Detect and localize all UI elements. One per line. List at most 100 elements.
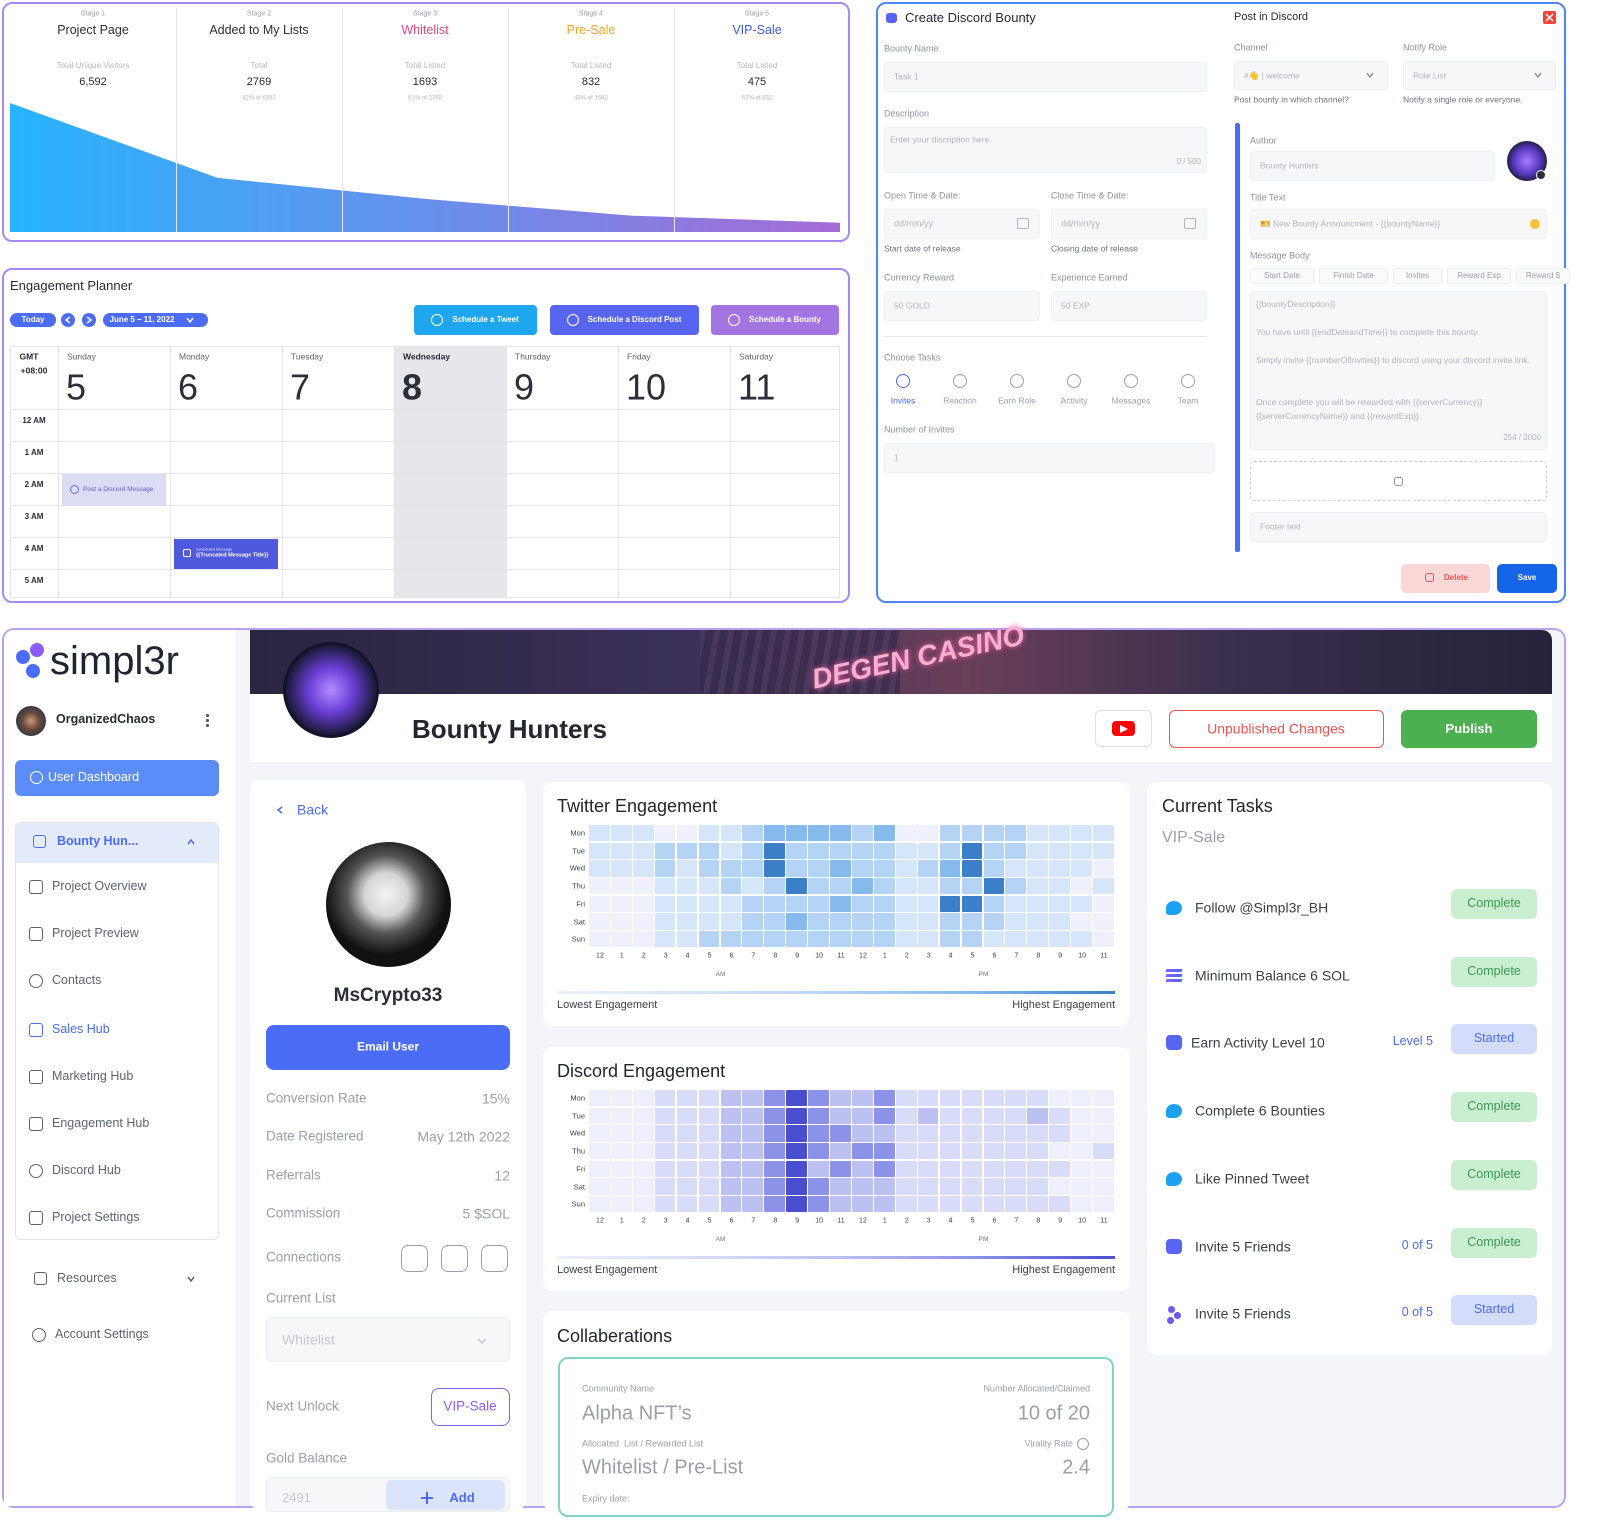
text[interactable]: Complete xyxy=(1467,1166,1521,1181)
heat-cell xyxy=(961,824,983,842)
chip[interactable] xyxy=(1447,268,1511,284)
text[interactable]: Today xyxy=(21,315,45,324)
heat-cell xyxy=(589,1196,610,1213)
menu-item[interactable]: Discord Hub xyxy=(52,1163,121,1178)
input[interactable] xyxy=(1051,291,1207,321)
menu-item[interactable]: Contacts xyxy=(52,973,102,988)
status-button[interactable] xyxy=(1451,1227,1537,1258)
delete-button[interactable] xyxy=(1401,564,1490,593)
text[interactable]: Complete xyxy=(1467,1234,1521,1249)
text[interactable]: Complete xyxy=(1467,1099,1521,1114)
task-option[interactable]: Messages xyxy=(1111,395,1151,406)
status-button[interactable] xyxy=(1451,1024,1537,1055)
text[interactable]: Unpublished Changes xyxy=(1207,720,1345,737)
task-option[interactable]: Invites xyxy=(890,395,916,406)
heat-cell xyxy=(1049,1142,1070,1160)
text[interactable]: Schedule a Discord Post xyxy=(587,315,682,324)
menu-item[interactable]: Sales Hub xyxy=(52,1022,110,1037)
menu-item[interactable]: Project Settings xyxy=(52,1210,140,1225)
chip[interactable] xyxy=(1516,268,1570,284)
task-option[interactable]: Activity xyxy=(1060,395,1088,406)
today-button[interactable] xyxy=(10,313,56,327)
dashboard-button[interactable] xyxy=(15,760,219,796)
input[interactable] xyxy=(884,291,1040,321)
input[interactable] xyxy=(884,62,1207,92)
date-range[interactable] xyxy=(103,313,208,327)
text[interactable]: Start Date xyxy=(1263,271,1301,280)
event[interactable] xyxy=(174,539,278,569)
heat-cell xyxy=(720,1107,742,1124)
status-button[interactable] xyxy=(1451,956,1537,987)
heat-cell xyxy=(1049,895,1070,912)
publish-button[interactable] xyxy=(1401,710,1537,748)
input[interactable] xyxy=(1250,209,1547,239)
chevron-line xyxy=(276,806,283,814)
text[interactable]: Started xyxy=(1473,1302,1515,1317)
status-button[interactable] xyxy=(1451,1092,1537,1123)
text[interactable]: Complete xyxy=(1467,963,1521,978)
text[interactable]: Reward Exp xyxy=(1457,271,1501,280)
project-header[interactable] xyxy=(16,823,218,863)
heat-cell xyxy=(786,877,807,895)
input[interactable] xyxy=(884,209,1040,239)
textarea[interactable] xyxy=(884,127,1207,173)
text[interactable]: Account Settings xyxy=(55,1327,149,1342)
task-option[interactable]: Team xyxy=(1177,395,1199,406)
heat-cell xyxy=(589,1089,610,1107)
text[interactable]: User Dashboard xyxy=(48,770,140,785)
text[interactable]: Resources xyxy=(57,1271,117,1286)
status-button[interactable] xyxy=(1451,1295,1537,1326)
text[interactable]: Back xyxy=(297,801,329,818)
text[interactable]: Delete xyxy=(1443,573,1469,582)
text[interactable]: Started xyxy=(1473,1031,1515,1046)
text[interactable]: Post a Discord Message xyxy=(83,485,154,493)
chip[interactable] xyxy=(1319,268,1388,284)
emoji-button[interactable] xyxy=(1530,219,1540,229)
add-button[interactable] xyxy=(386,1480,505,1510)
input[interactable] xyxy=(1250,151,1495,181)
text[interactable]: Finish Date xyxy=(1333,271,1374,280)
unpublished-button[interactable] xyxy=(1169,710,1384,748)
text[interactable]: Schedule a Tweet xyxy=(452,315,519,324)
input[interactable] xyxy=(884,443,1215,473)
heat-cell xyxy=(632,1089,654,1107)
text[interactable]: Save xyxy=(1517,573,1537,582)
input[interactable] xyxy=(1250,512,1547,542)
nav-button[interactable] xyxy=(82,313,96,327)
chip[interactable] xyxy=(1250,268,1314,284)
task-option[interactable]: Earn Role xyxy=(998,395,1036,406)
input[interactable] xyxy=(1051,209,1207,239)
connection-icon[interactable] xyxy=(441,1245,468,1272)
text[interactable]: Reward $ xyxy=(1525,271,1561,280)
textarea[interactable] xyxy=(1250,291,1547,450)
menu-item[interactable]: Project Preview xyxy=(52,926,139,941)
text[interactable]: Add xyxy=(449,1489,475,1505)
menu-item[interactable]: Engagement Hub xyxy=(52,1116,150,1131)
heat-cell xyxy=(1049,1196,1070,1213)
status-button[interactable] xyxy=(1451,1159,1537,1190)
select[interactable] xyxy=(1234,61,1388,90)
connection-icon[interactable] xyxy=(401,1245,428,1272)
text[interactable]: Schedule a Bounty xyxy=(748,315,822,324)
status-button[interactable] xyxy=(1451,889,1537,919)
email-button[interactable] xyxy=(266,1025,510,1070)
text[interactable]: Invites xyxy=(1405,271,1430,280)
connection-icon[interactable] xyxy=(481,1245,508,1272)
text: Footer text xyxy=(1260,521,1301,532)
event[interactable] xyxy=(62,474,166,506)
select[interactable] xyxy=(1403,61,1556,90)
text[interactable]: Complete xyxy=(1467,896,1521,911)
heat-cell xyxy=(1005,824,1027,842)
save-button[interactable] xyxy=(1497,564,1557,593)
nav-button[interactable] xyxy=(61,313,75,327)
image-drop[interactable] xyxy=(1250,461,1547,501)
youtube-button[interactable] xyxy=(1095,710,1152,747)
menu-item[interactable]: Project Overview xyxy=(52,879,147,894)
text[interactable]: Publish xyxy=(1445,720,1493,736)
task-option[interactable]: Reaction xyxy=(943,395,977,406)
menu-item[interactable]: Marketing Hub xyxy=(52,1069,134,1084)
chip[interactable] xyxy=(1393,268,1442,284)
text[interactable]: Bounty Hun... xyxy=(57,834,139,849)
list-select[interactable] xyxy=(266,1317,510,1362)
text[interactable]: Email User xyxy=(356,1039,420,1054)
